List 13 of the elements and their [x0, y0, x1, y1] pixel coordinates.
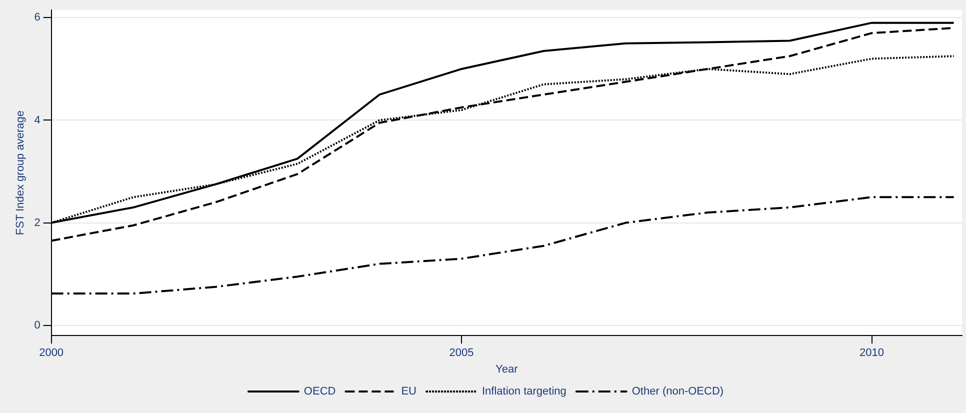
- legend-label: EU: [401, 386, 417, 398]
- x-tick-label: 2000: [39, 347, 64, 360]
- x-tick-label: 2010: [860, 347, 884, 360]
- y-tick-label: 0: [34, 319, 40, 332]
- x-axis-title: Year: [496, 363, 518, 376]
- x-tick-label: 2005: [449, 347, 474, 360]
- legend-label: Other (non-OECD): [632, 386, 724, 398]
- y-tick-label: 6: [34, 12, 40, 24]
- legend-label: Inflation targeting: [482, 386, 566, 398]
- y-tick-label: 4: [34, 114, 40, 126]
- legend-label: OECD: [304, 386, 336, 398]
- y-tick-label: 2: [34, 216, 40, 229]
- y-axis-title: FST Index group average: [14, 110, 27, 236]
